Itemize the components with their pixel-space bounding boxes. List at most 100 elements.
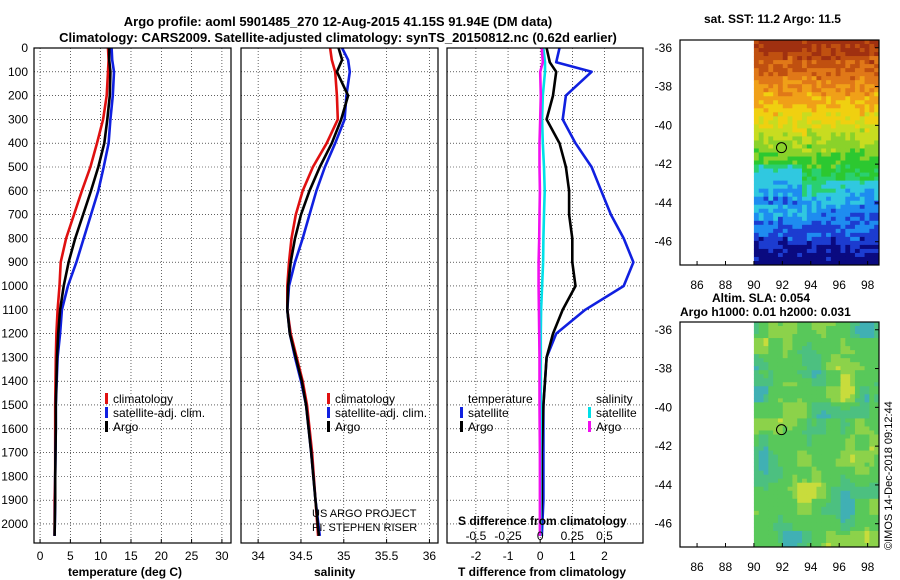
map-cell <box>763 72 769 77</box>
map-cell <box>845 152 851 157</box>
map-cell <box>802 68 808 73</box>
map-cell <box>840 220 846 226</box>
map-cell <box>845 64 851 69</box>
map-cell <box>835 124 841 129</box>
map-cell <box>826 410 832 415</box>
map-cell <box>864 398 870 403</box>
map-cell <box>782 100 788 105</box>
map-cell <box>797 482 803 488</box>
map-cell <box>773 68 779 73</box>
map-cell <box>854 378 861 383</box>
sst-float-position-marker <box>775 142 787 154</box>
map-cell <box>821 514 827 520</box>
map-cell <box>826 260 832 266</box>
map-cell <box>821 148 827 153</box>
map-cell <box>826 406 832 411</box>
map-cell <box>787 84 793 89</box>
map-cell <box>758 56 764 61</box>
map-cell <box>806 72 813 77</box>
map-cell <box>826 220 832 226</box>
map-cell <box>840 68 846 73</box>
map-cell <box>864 514 870 520</box>
map-cell <box>845 342 851 347</box>
map-cell <box>864 442 870 447</box>
map-cell <box>845 450 851 455</box>
map-cell <box>816 80 822 85</box>
y-tick-label: -42 <box>655 439 673 453</box>
map-cell <box>850 358 856 363</box>
map-cell <box>840 212 846 218</box>
map-cell <box>826 160 832 165</box>
map-cell <box>782 124 788 129</box>
map-cell <box>763 100 769 105</box>
sst-heatmap <box>753 40 880 266</box>
difference-panel: -2 -1 0 1 2 -0.5 -0.25 0 0.25 0.5 S difference f… <box>446 47 644 579</box>
map-cell <box>792 346 798 351</box>
map-cell <box>854 92 861 97</box>
map-cell <box>859 526 865 532</box>
map-cell <box>859 244 865 250</box>
map-cell <box>763 470 769 476</box>
map-cell <box>792 526 798 532</box>
map-cell <box>835 172 841 178</box>
legend-climatology-label: climatology <box>335 392 395 406</box>
map-cell <box>830 406 837 411</box>
map-cell <box>816 168 822 173</box>
map-cell <box>763 358 769 363</box>
map-cell <box>864 434 870 439</box>
map-cell <box>821 200 827 206</box>
map-cell <box>854 358 861 363</box>
map-cell <box>806 466 813 472</box>
map-cell <box>811 494 817 500</box>
map-cell <box>758 542 764 548</box>
map-cell <box>773 56 779 61</box>
map-cell <box>802 502 808 508</box>
map-cell <box>806 52 813 57</box>
map-cell <box>763 442 769 447</box>
map-cell <box>816 394 822 399</box>
map-cell <box>782 350 788 355</box>
map-cell <box>773 172 779 178</box>
map-cell <box>859 458 865 464</box>
map-cell <box>859 474 865 480</box>
map-cell <box>811 358 817 363</box>
map-cell <box>840 326 846 331</box>
map-cell <box>816 44 822 49</box>
map-cell <box>758 216 764 222</box>
map-cell <box>821 232 827 238</box>
map-cell <box>835 346 841 351</box>
map-cell <box>777 534 784 540</box>
map-cell <box>792 196 798 202</box>
map-cell <box>763 236 769 242</box>
map-cell <box>845 518 851 524</box>
map-cell <box>869 426 875 431</box>
map-cell <box>797 204 803 210</box>
map-cell <box>821 216 827 222</box>
map-cell <box>864 462 870 468</box>
map-cell <box>835 52 841 57</box>
map-cell <box>859 410 865 415</box>
map-cell <box>753 232 760 238</box>
map-cell <box>753 530 760 536</box>
map-cell <box>768 124 774 129</box>
map-cell <box>869 410 875 415</box>
map-cell <box>821 48 827 53</box>
map-cell <box>777 510 784 516</box>
map-cell <box>840 104 846 109</box>
map-cell <box>763 180 769 186</box>
map-cell <box>797 374 803 379</box>
y-tick-label: -38 <box>655 80 673 94</box>
map-cell <box>859 538 865 544</box>
map-cell <box>768 188 774 194</box>
map-cell <box>773 220 779 226</box>
temperature-panel: 0 5 10 15 20 25 30 temperature (deg C) climato… <box>33 47 232 579</box>
map-cell <box>830 346 837 351</box>
map-cell <box>830 530 837 536</box>
map-cell <box>835 148 841 153</box>
map-cell <box>859 116 865 121</box>
map-cell <box>826 256 832 262</box>
map-cell <box>792 68 798 73</box>
map-cell <box>763 362 769 367</box>
map-cell <box>811 530 817 536</box>
map-cell <box>773 96 779 101</box>
